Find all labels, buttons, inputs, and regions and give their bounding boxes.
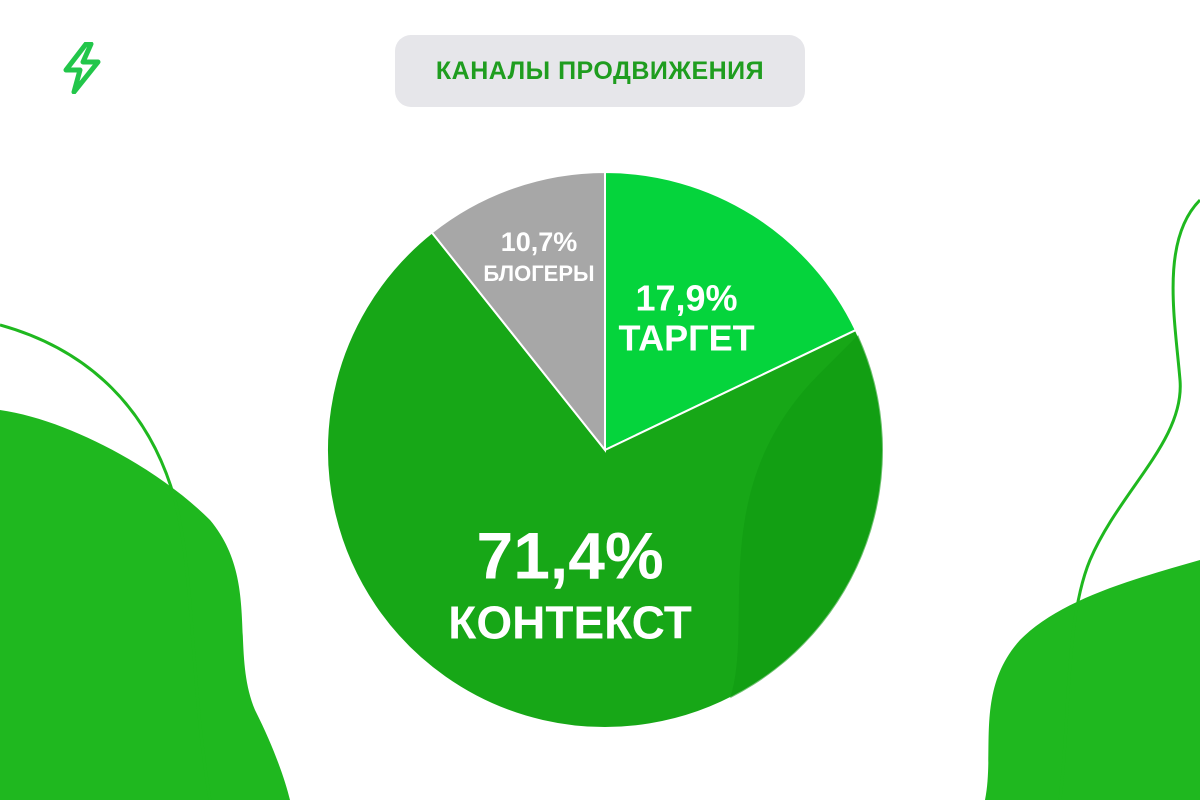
left-green-blob xyxy=(0,410,290,800)
page-title: КАНАЛЫ ПРОДВИЖЕНИЯ xyxy=(435,56,765,85)
left-blob-outline xyxy=(0,323,212,800)
lightning-bolt-icon xyxy=(63,42,101,94)
slice-category-label: КОНТЕКСТ xyxy=(448,596,692,648)
pie-slice-1 xyxy=(604,170,858,452)
pie-slice-3 xyxy=(430,170,606,453)
slice-value-label: 10,7% xyxy=(501,227,578,257)
slice-value-label: 17,9% xyxy=(635,278,737,319)
slice-category-label: БЛОГЕРЫ xyxy=(483,261,594,286)
pie-slice-shade xyxy=(730,335,883,699)
slice-value-label: 71,4% xyxy=(476,518,663,592)
right-green-blob xyxy=(985,560,1200,800)
right-blob-outline xyxy=(1058,198,1200,800)
title-pill: КАНАЛЫ ПРОДВИЖЕНИЯ xyxy=(395,35,805,107)
slice-category-label: ТАРГЕТ xyxy=(618,318,754,359)
